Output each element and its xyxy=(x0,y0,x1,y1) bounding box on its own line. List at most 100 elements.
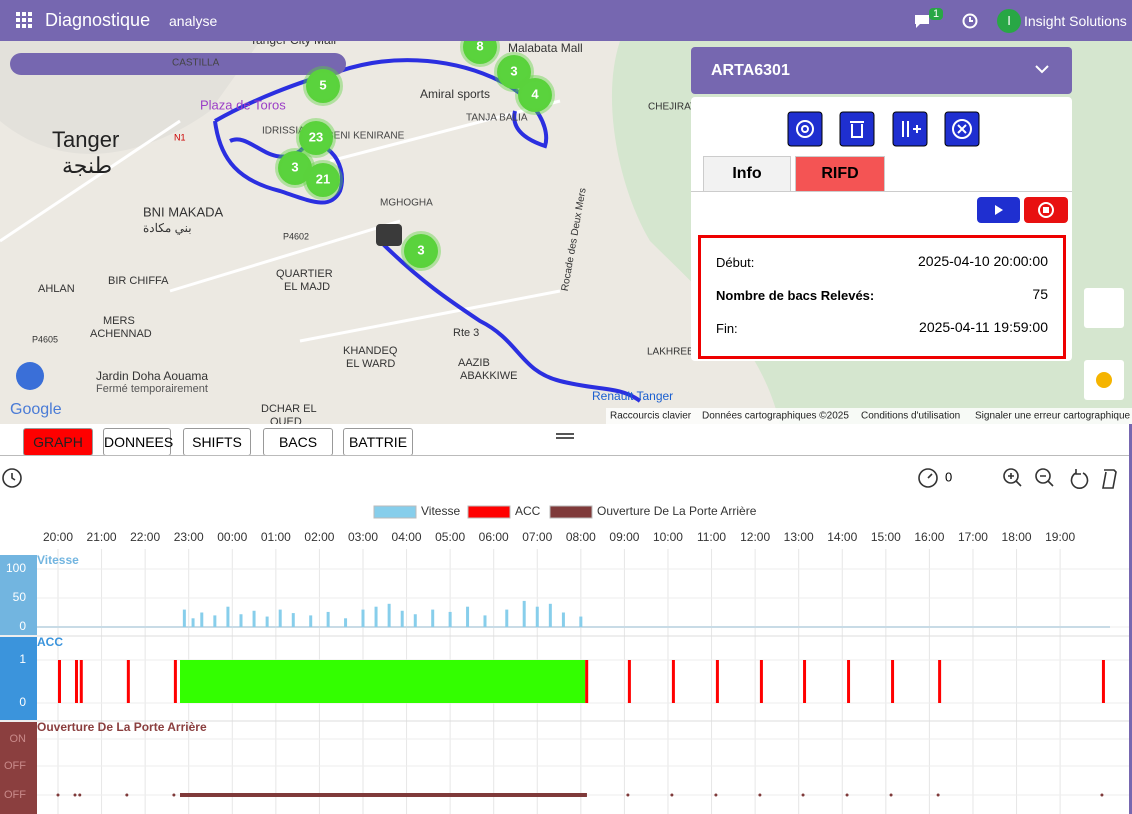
acc-on xyxy=(715,660,719,703)
map-footer[interactable]: Raccourcis clavier xyxy=(610,411,692,422)
cluster-count: 3 xyxy=(291,159,298,174)
zoom-out[interactable] xyxy=(1035,468,1051,484)
tab[interactable]: Info xyxy=(703,156,791,192)
speed-sample xyxy=(326,611,330,627)
cluster-count: 21 xyxy=(316,171,330,186)
map-label: AHLAN xyxy=(38,283,75,295)
add-button[interactable] xyxy=(892,111,928,147)
route-bar[interactable] xyxy=(10,53,346,75)
user-name[interactable]: Insight Solutions xyxy=(1024,13,1127,29)
speed-sample xyxy=(483,615,487,627)
row-value: 75 xyxy=(1032,286,1048,302)
map-label: CASTILLA xyxy=(172,58,220,69)
map-footer[interactable]: Conditions d'utilisation xyxy=(861,411,960,422)
cluster[interactable] xyxy=(515,75,555,115)
tab[interactable]: SHIFTS xyxy=(183,428,251,456)
tab[interactable]: GRAPH xyxy=(23,428,93,456)
x-tick-label: 21:00 xyxy=(87,530,117,544)
map-label: MGHOGHA xyxy=(380,198,433,209)
vehicle-header[interactable]: ARTA6301 xyxy=(691,47,1072,94)
x-tick-label: 12:00 xyxy=(740,530,770,544)
acc-on xyxy=(803,660,807,703)
lane-strip xyxy=(0,637,37,720)
menu-item[interactable]: analyse xyxy=(169,13,218,29)
map-control[interactable] xyxy=(1084,288,1124,328)
speed-sample xyxy=(448,611,452,627)
acc-on xyxy=(759,660,763,703)
gauge-icon[interactable] xyxy=(918,468,938,488)
speed-sample xyxy=(361,609,365,627)
map-label: LAKHREB xyxy=(647,347,694,358)
delete-button[interactable] xyxy=(839,111,875,147)
cluster-count: 23 xyxy=(309,129,323,144)
cluster[interactable] xyxy=(296,118,336,158)
speed-sample xyxy=(466,606,470,627)
speed-sample xyxy=(413,614,417,627)
door-sample xyxy=(56,793,60,797)
x-tick-label: 14:00 xyxy=(827,530,857,544)
map-label: BNI MAKADA xyxy=(143,204,224,219)
tab[interactable]: DONNEES xyxy=(103,428,173,456)
chat-icon[interactable] xyxy=(913,13,931,29)
apps-icon[interactable] xyxy=(16,12,32,28)
tab[interactable]: BACS xyxy=(263,428,333,456)
map-label: EL WARD xyxy=(346,358,395,370)
acc-on xyxy=(627,660,631,703)
cluster[interactable] xyxy=(494,52,534,92)
satellite-icon[interactable] xyxy=(16,362,44,390)
reset[interactable] xyxy=(1070,472,1089,489)
speed-sample xyxy=(182,609,186,627)
y-tick-label: 0 xyxy=(19,695,26,709)
speed-sample xyxy=(278,609,282,627)
door-sample xyxy=(78,793,82,797)
locate-button[interactable] xyxy=(787,111,823,147)
history-icon[interactable] xyxy=(2,468,22,488)
tab[interactable]: BATTRIE xyxy=(343,428,413,456)
resize-handle[interactable] xyxy=(556,432,574,440)
x-tick-label: 03:00 xyxy=(348,530,378,544)
speed-sample xyxy=(505,609,509,627)
speed-sample xyxy=(265,616,269,627)
clock-icon[interactable] xyxy=(962,13,978,29)
acc-on xyxy=(938,660,942,703)
export[interactable] xyxy=(1102,469,1117,489)
zoom-in[interactable] xyxy=(1003,468,1019,484)
door-sample xyxy=(626,793,630,797)
map-footer[interactable]: Signaler une erreur cartographique xyxy=(975,411,1131,422)
cluster[interactable] xyxy=(303,160,343,200)
map-label: OUED xyxy=(270,416,302,424)
x-tick-label: 11:00 xyxy=(697,530,726,544)
cluster[interactable] xyxy=(460,41,500,67)
playback-buttons xyxy=(977,197,1068,223)
speed-sample xyxy=(309,615,313,627)
map-label: BENI KENIRANE xyxy=(327,131,405,142)
cluster[interactable] xyxy=(401,231,441,271)
avatar[interactable]: I xyxy=(997,9,1021,33)
door-sample xyxy=(73,793,77,797)
chevron[interactable] xyxy=(1035,65,1049,75)
row-value: 2025-04-10 20:00:00 xyxy=(918,253,1048,269)
tab[interactable]: RIFD xyxy=(795,156,885,192)
cluster-count: 8 xyxy=(476,41,483,53)
door-sample xyxy=(1100,793,1104,797)
legend-swatch xyxy=(373,505,417,519)
map-footer[interactable]: Données cartographiques ©2025 xyxy=(702,411,849,422)
speed-sample xyxy=(548,603,552,627)
door-sample xyxy=(845,793,849,797)
legend-label: ACC xyxy=(515,504,541,518)
door-sample xyxy=(936,793,940,797)
map-label: P4605 xyxy=(32,334,58,344)
lane-title: Ouverture De La Porte Arrière xyxy=(37,720,207,734)
x-tick-label: 22:00 xyxy=(130,530,160,544)
map-label: ACHENNAD xyxy=(90,328,152,340)
lane-title: Vitesse xyxy=(37,553,79,567)
x-tick-label: 10:00 xyxy=(653,530,683,544)
cluster[interactable] xyxy=(303,66,343,106)
cluster-count: 4 xyxy=(531,86,539,101)
door-sample xyxy=(125,793,129,797)
cluster-count: 3 xyxy=(417,242,424,257)
vehicle-marker[interactable] xyxy=(376,224,402,246)
acc-on-long xyxy=(179,660,586,703)
y-tick-label: 100 xyxy=(6,561,26,575)
